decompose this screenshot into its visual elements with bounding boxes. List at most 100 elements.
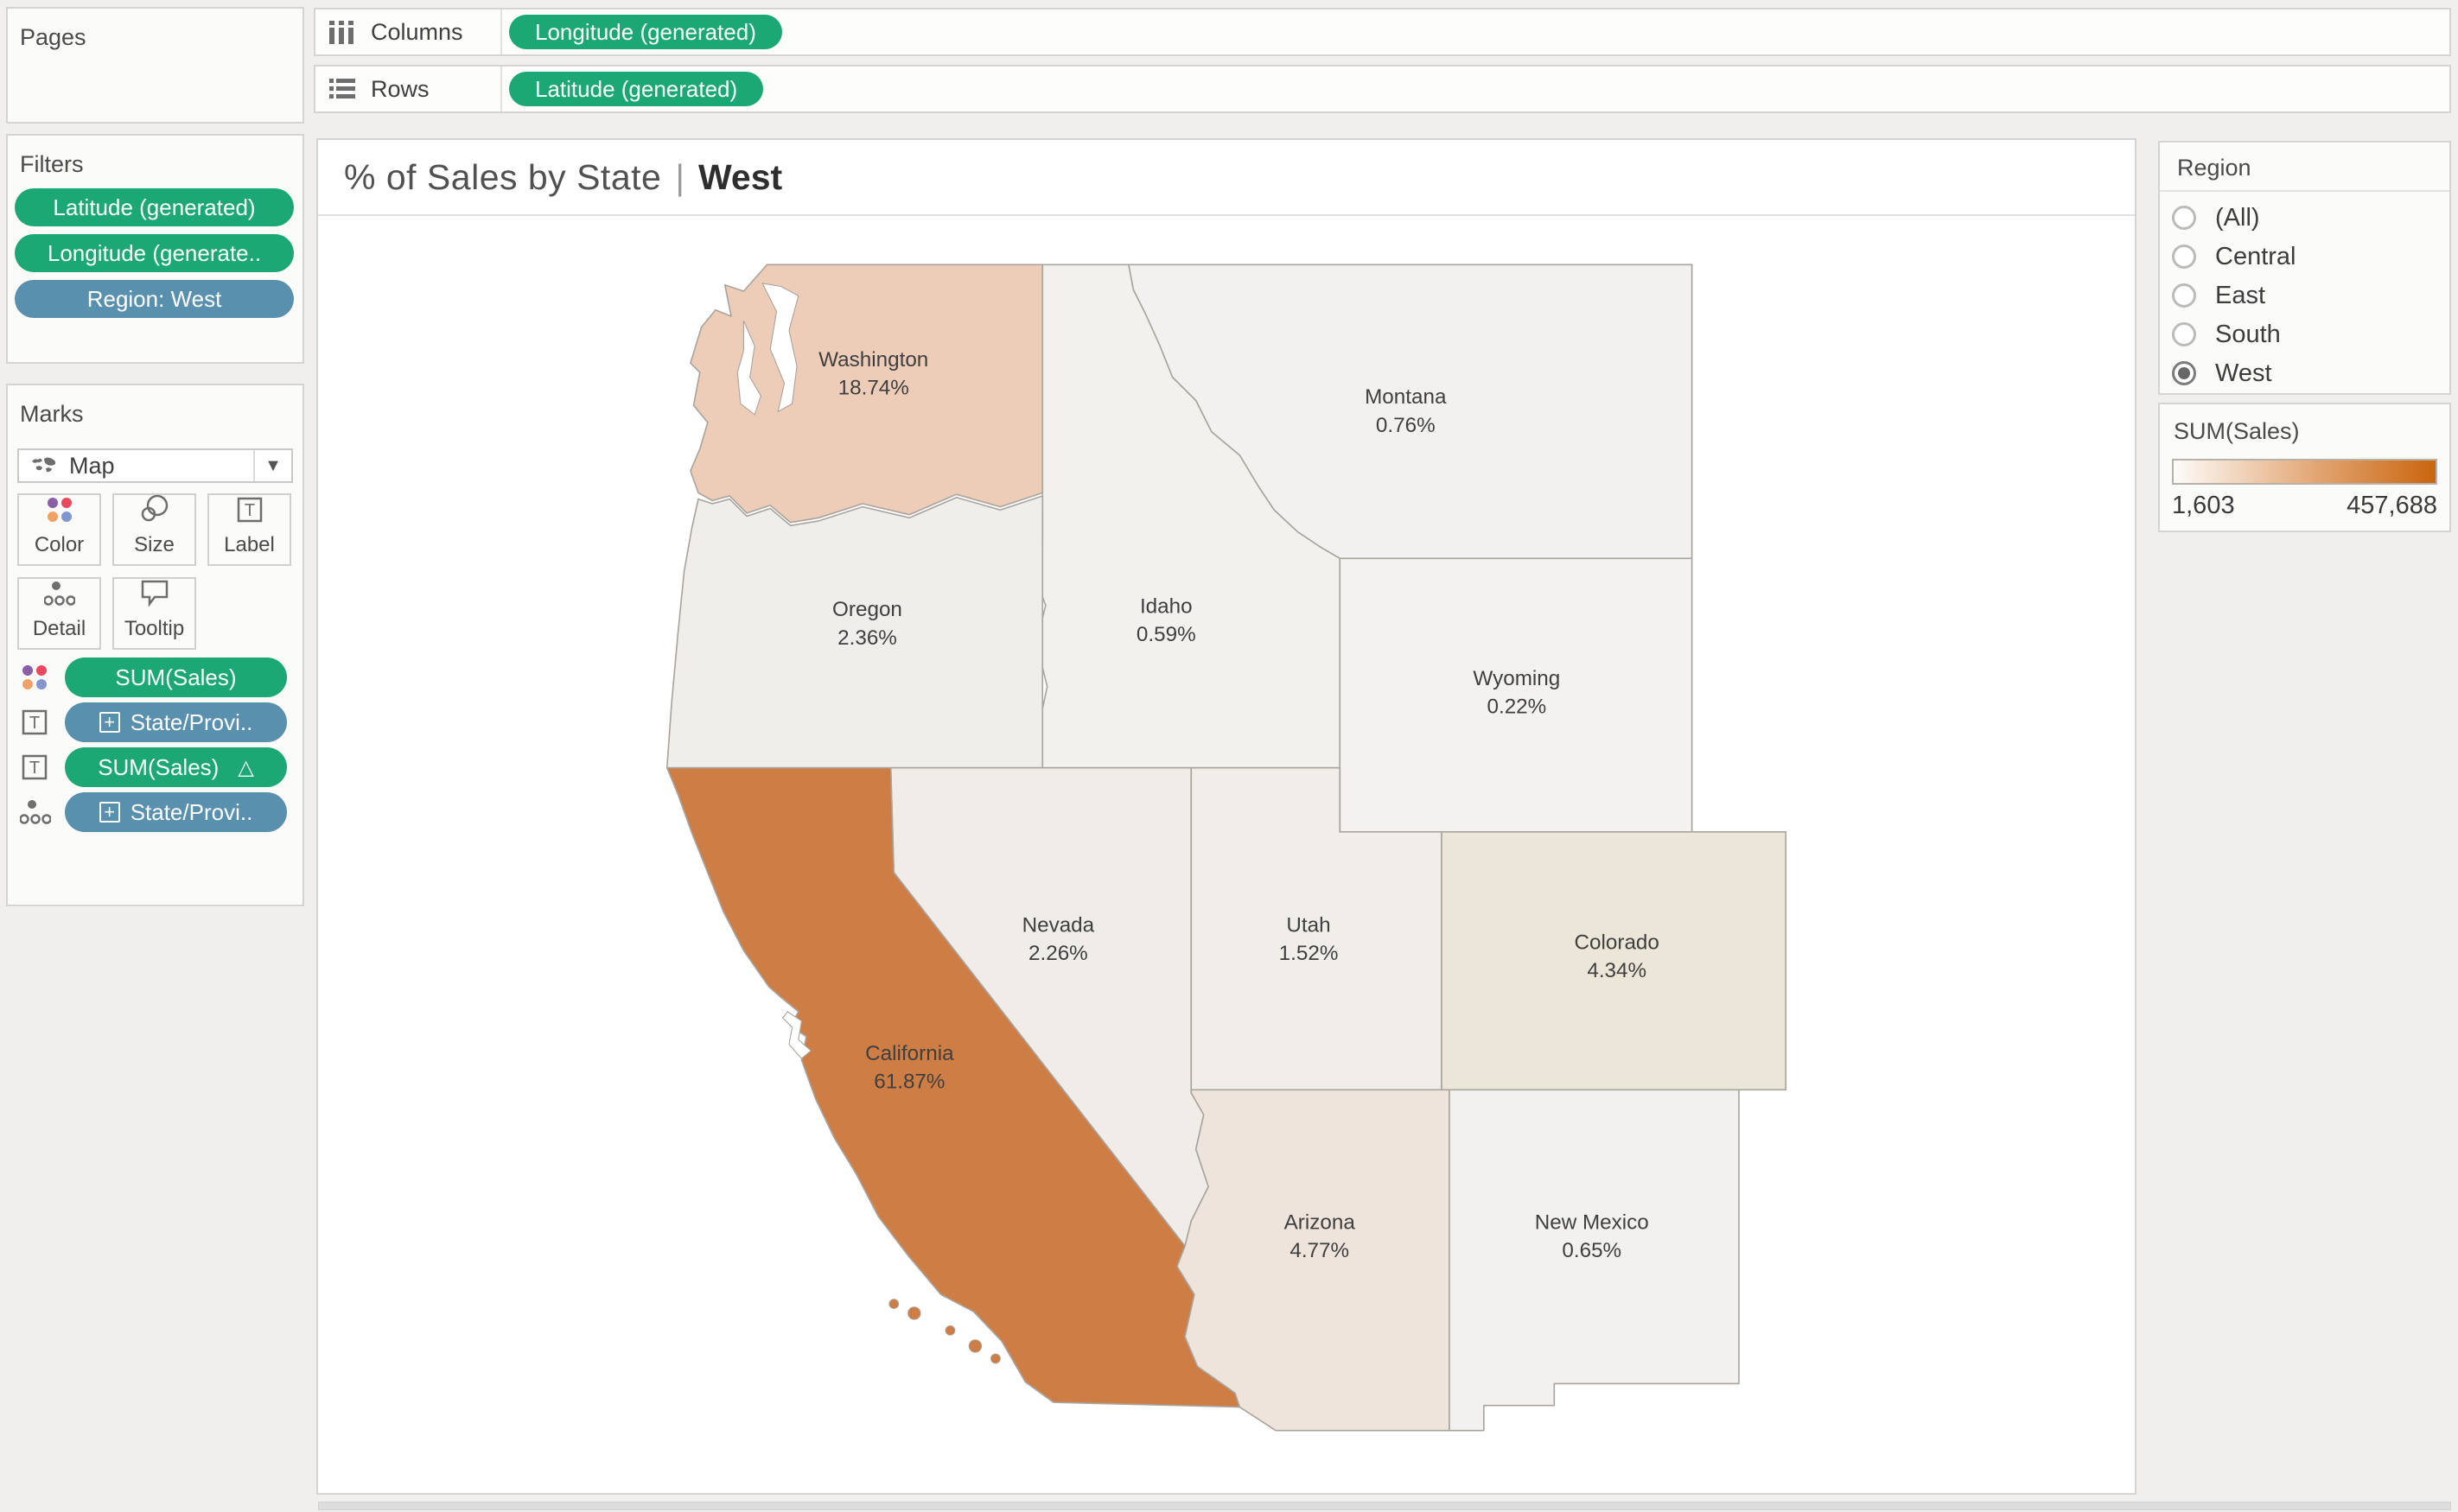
- state-label-name: New Mexico: [1535, 1210, 1649, 1234]
- sheet-title-region: West: [697, 156, 783, 197]
- marks-pill-row: T SUM(Sales) △: [20, 747, 287, 787]
- mark-button-label: Tooltip: [124, 617, 185, 640]
- state-label-pct: 18.74%: [838, 376, 909, 399]
- color-button[interactable]: Color: [17, 493, 101, 566]
- color-icon: [20, 664, 65, 691]
- region-option-all[interactable]: (All): [2172, 204, 2449, 232]
- state-label-name: Arizona: [1284, 1210, 1356, 1234]
- choropleth-map[interactable]: Washington 18.74% Montana 0.76% Idaho 0.59% Or…: [318, 218, 2135, 1493]
- marks-pill[interactable]: SUM(Sales): [65, 658, 287, 697]
- detail-icon: [42, 580, 76, 612]
- marks-pill[interactable]: + State/Provi..: [65, 702, 287, 742]
- tooltip-button[interactable]: Tooltip: [112, 577, 196, 650]
- detail-button[interactable]: Detail: [17, 577, 101, 650]
- island: [990, 1353, 1001, 1364]
- mark-type-dropdown[interactable]: Map ▼: [17, 448, 293, 483]
- marks-card: Marks Map ▼ Color Size T Label Detail Tooltip…: [6, 384, 304, 906]
- shelf-divider: [500, 67, 502, 111]
- mark-button-label: Label: [224, 533, 275, 556]
- state-oregon[interactable]: [665, 495, 1044, 769]
- color-legend-card: SUM(Sales) 1,603 457,688: [2158, 403, 2451, 532]
- radio-unselected-icon[interactable]: [2172, 206, 2196, 230]
- svg-text:T: T: [29, 714, 40, 733]
- label-button[interactable]: T Label: [207, 493, 291, 566]
- map-view[interactable]: Washington 18.74% Montana 0.76% Idaho 0.59% Or…: [318, 218, 2135, 1493]
- region-option-label: East: [2215, 281, 2266, 309]
- expand-plus-icon[interactable]: +: [99, 802, 120, 823]
- region-option-label: West: [2215, 359, 2272, 387]
- marks-pill[interactable]: + State/Provi..: [65, 792, 287, 832]
- worksheet: % of Sales by State | West Washington 18.…: [316, 138, 2136, 1495]
- state-label-pct: 61.87%: [874, 1070, 945, 1094]
- marks-pill[interactable]: SUM(Sales) △: [65, 747, 287, 787]
- island: [968, 1339, 983, 1353]
- state-label-name: Nevada: [1022, 914, 1095, 937]
- water-inlet: [782, 1011, 812, 1059]
- rows-icon: [328, 76, 357, 102]
- state-label-pct: 2.26%: [1028, 942, 1088, 965]
- region-option-central[interactable]: Central: [2172, 243, 2449, 270]
- pages-shelf[interactable]: Pages: [6, 7, 304, 124]
- size-icon: [139, 494, 170, 528]
- tooltip-icon: [139, 578, 170, 612]
- island: [907, 1306, 921, 1320]
- legend-min-value: 1,603: [2172, 492, 2235, 519]
- radio-unselected-icon[interactable]: [2172, 322, 2196, 346]
- expand-plus-icon[interactable]: +: [99, 712, 120, 733]
- detail-icon: [20, 798, 65, 826]
- water-inlet: [761, 283, 799, 413]
- region-option-label: (All): [2215, 203, 2260, 232]
- radio-unselected-icon[interactable]: [2172, 245, 2196, 269]
- filter-pill[interactable]: Latitude (generated): [15, 188, 294, 226]
- radio-selected-icon[interactable]: [2172, 361, 2196, 385]
- columns-icon: [328, 19, 357, 45]
- columns-pill-longitude[interactable]: Longitude (generated): [509, 15, 782, 49]
- region-option-south[interactable]: South: [2172, 321, 2449, 348]
- state-label-name: California: [865, 1042, 954, 1065]
- mark-type-value: Map: [69, 452, 115, 479]
- filters-title: Filters: [20, 151, 84, 177]
- state-arizona[interactable]: [1176, 1089, 1450, 1432]
- region-option-west[interactable]: West: [2172, 359, 2449, 387]
- region-option-east[interactable]: East: [2172, 282, 2449, 309]
- shelf-divider: [500, 10, 502, 54]
- state-colorado[interactable]: [1441, 831, 1787, 1091]
- rows-label: Rows: [371, 75, 430, 102]
- region-option-label: South: [2215, 320, 2281, 348]
- svg-text:T: T: [29, 759, 40, 778]
- filter-pill[interactable]: Region: West: [15, 280, 294, 318]
- sheet-title-separator: |: [675, 156, 685, 197]
- rows-shelf[interactable]: Rows Latitude (generated): [314, 65, 2451, 113]
- radio-unselected-icon[interactable]: [2172, 283, 2196, 308]
- water-inlet: [736, 321, 761, 416]
- pages-title: Pages: [20, 24, 86, 50]
- mark-button-label: Detail: [32, 617, 86, 640]
- marks-pill-row: T + State/Provi..: [20, 702, 287, 742]
- color-legend-range: 1,603 457,688: [2160, 485, 2449, 520]
- region-filter-card: Region (All) Central East South West: [2158, 141, 2451, 395]
- horizontal-scrollbar[interactable]: [318, 1502, 2451, 1510]
- state-new-mexico[interactable]: [1449, 1089, 1740, 1432]
- marks-title: Marks: [20, 401, 84, 427]
- region-option-label: Central: [2215, 242, 2296, 270]
- state-label-pct: 0.22%: [1487, 695, 1546, 718]
- columns-shelf[interactable]: Columns Longitude (generated): [314, 8, 2451, 56]
- delta-icon: △: [238, 755, 254, 779]
- color-legend-title: SUM(Sales): [2174, 418, 2300, 444]
- state-label-pct: 4.34%: [1587, 959, 1646, 982]
- size-button[interactable]: Size: [112, 493, 196, 566]
- mark-type-caret[interactable]: ▼: [253, 450, 291, 481]
- state-label-name: Utah: [1286, 914, 1330, 937]
- label-icon: T: [20, 708, 65, 736]
- filters-shelf[interactable]: Filters Latitude (generated) Longitude (g…: [6, 134, 304, 364]
- svg-text:T: T: [244, 501, 254, 520]
- rows-pill-latitude[interactable]: Latitude (generated): [509, 72, 764, 106]
- filter-pill[interactable]: Longitude (generate..: [15, 234, 294, 272]
- color-legend-gradient[interactable]: [2172, 459, 2437, 485]
- marks-pill-row: + State/Provi..: [20, 792, 287, 832]
- state-label-name: Washington: [818, 348, 928, 372]
- island: [945, 1325, 956, 1336]
- region-radio-list: (All) Central East South West: [2160, 192, 2449, 387]
- state-label-pct: 0.65%: [1562, 1239, 1621, 1262]
- marks-pill-list: SUM(Sales) T + State/Provi.. T SUM(Sales) △ + St…: [20, 658, 287, 832]
